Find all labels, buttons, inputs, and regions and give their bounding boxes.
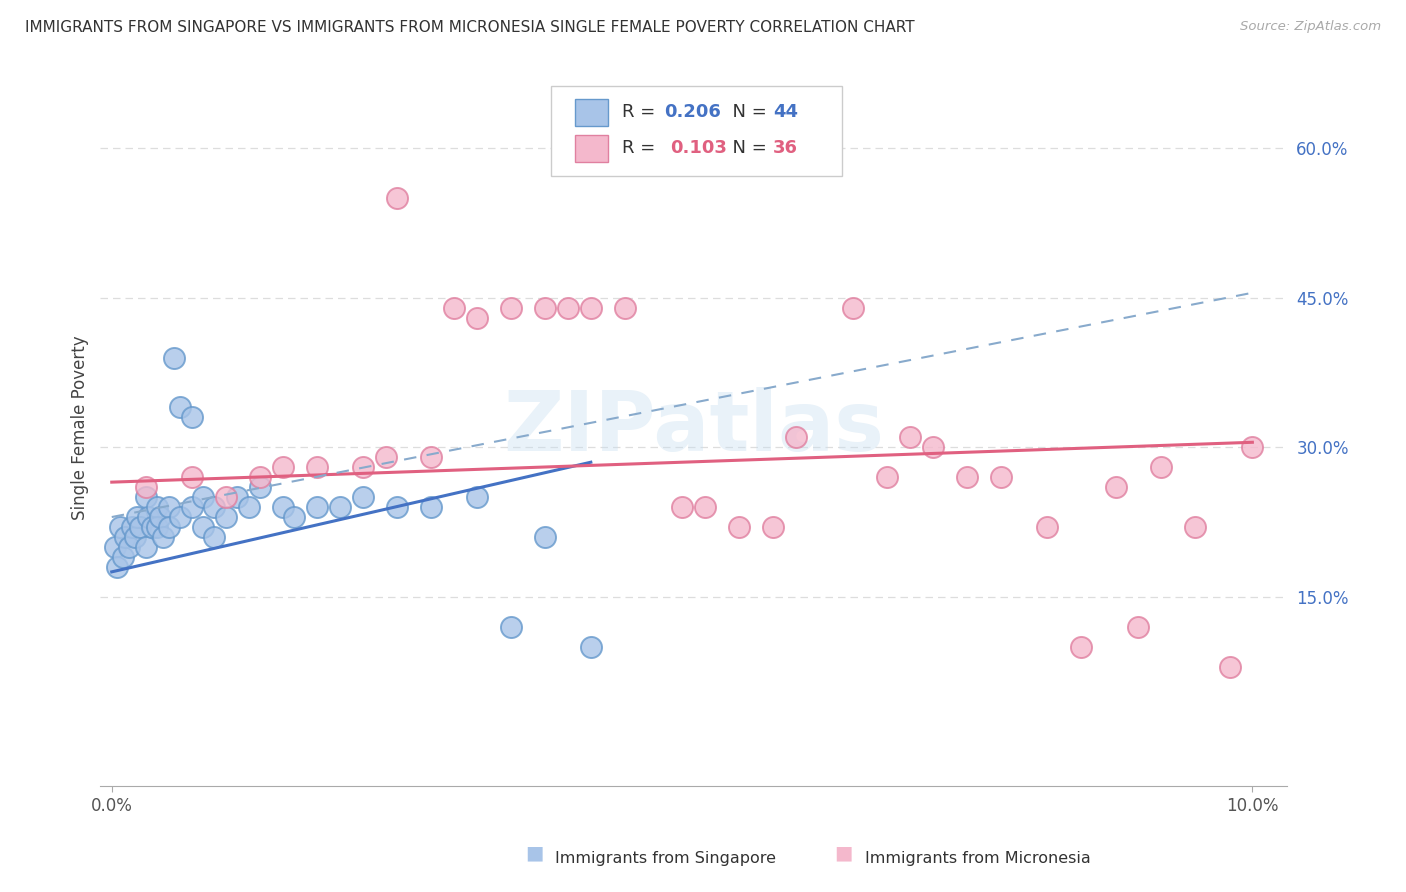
- Point: [499, 301, 522, 315]
- Point: [420, 500, 443, 514]
- Point: [215, 510, 238, 524]
- Point: [135, 540, 157, 554]
- Text: 0.103: 0.103: [669, 139, 727, 157]
- Point: [534, 301, 557, 315]
- Point: [465, 310, 488, 325]
- Point: [1241, 440, 1264, 454]
- Point: [202, 530, 225, 544]
- Point: [163, 351, 186, 365]
- Point: [385, 191, 408, 205]
- Point: [124, 530, 146, 544]
- Text: Immigrants from Singapore: Immigrants from Singapore: [555, 851, 776, 865]
- Text: 0.206: 0.206: [664, 103, 721, 121]
- Point: [1150, 460, 1173, 475]
- Text: Source: ZipAtlas.com: Source: ZipAtlas.com: [1240, 20, 1381, 33]
- Point: [152, 530, 174, 544]
- Point: [249, 480, 271, 494]
- Text: IMMIGRANTS FROM SINGAPORE VS IMMIGRANTS FROM MICRONESIA SINGLE FEMALE POVERTY CO: IMMIGRANTS FROM SINGAPORE VS IMMIGRANTS …: [25, 20, 915, 35]
- Point: [352, 490, 374, 504]
- Text: ■: ■: [524, 843, 544, 862]
- Point: [1070, 640, 1092, 654]
- Point: [135, 480, 157, 494]
- Point: [420, 450, 443, 465]
- Point: [922, 440, 945, 454]
- Point: [1128, 620, 1150, 634]
- Point: [307, 460, 329, 475]
- Point: [534, 530, 557, 544]
- Point: [898, 430, 921, 444]
- Y-axis label: Single Female Poverty: Single Female Poverty: [72, 335, 89, 520]
- Point: [283, 510, 305, 524]
- Point: [169, 401, 191, 415]
- Text: 36: 36: [773, 139, 799, 157]
- Point: [191, 490, 214, 504]
- Point: [238, 500, 260, 514]
- Point: [443, 301, 465, 315]
- Point: [785, 430, 807, 444]
- Point: [579, 301, 602, 315]
- Point: [191, 520, 214, 534]
- Point: [118, 540, 141, 554]
- Point: [693, 500, 716, 514]
- Point: [876, 470, 898, 484]
- Point: [1219, 659, 1241, 673]
- Point: [104, 540, 127, 554]
- Text: ZIPatlas: ZIPatlas: [503, 387, 884, 467]
- Point: [146, 500, 169, 514]
- Point: [1184, 520, 1206, 534]
- Bar: [575, 135, 607, 161]
- Point: [307, 500, 329, 514]
- Point: [135, 490, 157, 504]
- Point: [465, 490, 488, 504]
- Point: [121, 520, 143, 534]
- Point: [374, 450, 396, 465]
- Point: [956, 470, 979, 484]
- Point: [141, 520, 163, 534]
- Point: [614, 301, 637, 315]
- Point: [129, 520, 152, 534]
- FancyBboxPatch shape: [551, 87, 842, 176]
- Point: [271, 460, 294, 475]
- Text: N =: N =: [721, 103, 772, 121]
- Point: [842, 301, 865, 315]
- Point: [271, 500, 294, 514]
- Point: [169, 510, 191, 524]
- Point: [180, 470, 202, 484]
- Point: [728, 520, 751, 534]
- Bar: [575, 99, 607, 126]
- Point: [762, 520, 785, 534]
- Point: [226, 490, 249, 504]
- Point: [157, 520, 180, 534]
- Point: [180, 500, 202, 514]
- Point: [146, 520, 169, 534]
- Point: [990, 470, 1012, 484]
- Point: [157, 500, 180, 514]
- Point: [352, 460, 374, 475]
- Point: [149, 510, 172, 524]
- Point: [1104, 480, 1126, 494]
- Point: [107, 560, 129, 574]
- Point: [136, 510, 159, 524]
- Text: ■: ■: [834, 843, 853, 862]
- Point: [329, 500, 352, 514]
- Point: [125, 510, 148, 524]
- Point: [108, 520, 131, 534]
- Point: [215, 490, 238, 504]
- Text: Immigrants from Micronesia: Immigrants from Micronesia: [865, 851, 1091, 865]
- Text: N =: N =: [721, 139, 772, 157]
- Text: 44: 44: [773, 103, 799, 121]
- Point: [499, 620, 522, 634]
- Point: [557, 301, 579, 315]
- Point: [112, 549, 135, 564]
- Point: [579, 640, 602, 654]
- Point: [114, 530, 136, 544]
- Text: R =: R =: [623, 139, 666, 157]
- Point: [202, 500, 225, 514]
- Point: [671, 500, 693, 514]
- Point: [1036, 520, 1059, 534]
- Point: [180, 410, 202, 425]
- Point: [249, 470, 271, 484]
- Point: [385, 500, 408, 514]
- Text: R =: R =: [623, 103, 661, 121]
